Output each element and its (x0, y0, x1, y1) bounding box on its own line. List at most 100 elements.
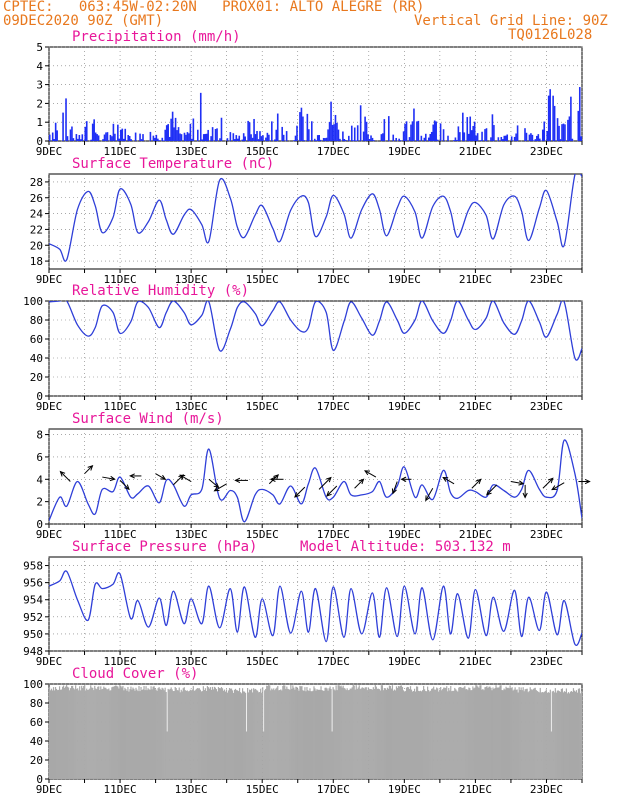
cloud-ytick-label: 100 (23, 678, 43, 691)
cloud-bar (493, 688, 495, 779)
cloud-bar (248, 692, 250, 779)
cloud-bar (301, 686, 303, 779)
cloud-bar (403, 691, 406, 779)
precip-bar (273, 139, 276, 141)
wind-xtick-label: 15DEC (246, 528, 279, 541)
cloud-bar (215, 689, 218, 779)
cloud-bar (306, 687, 308, 779)
precip-bar (411, 121, 414, 141)
cloud-bar (420, 691, 423, 779)
cloud-xtick-label: 19DEC (388, 783, 421, 796)
precip-bar (370, 135, 372, 141)
cloud-bar (374, 685, 376, 779)
cloud-bar (67, 686, 69, 779)
temperature-title: Surface Temperature (nC) (72, 156, 274, 172)
cloud-bar (83, 686, 85, 779)
cloud-bar (404, 691, 407, 779)
cloud-bar (441, 690, 443, 779)
cloud-bar (131, 689, 133, 779)
cloud-bar (415, 686, 418, 779)
precip-bar (205, 133, 208, 141)
pressure-xtick-label: 15DEC (246, 655, 279, 668)
cloud-bar (491, 690, 493, 779)
cloud-bar (89, 688, 91, 779)
humidity-xtick-label: 17DEC (317, 400, 350, 413)
precip-bar (202, 134, 205, 141)
precip-bar (318, 135, 321, 141)
cloud-bar (381, 685, 383, 779)
precip-bar (158, 140, 161, 141)
cloud-bar (126, 690, 128, 779)
cloud-bar (540, 692, 542, 779)
cloud-bar (548, 692, 550, 779)
wind-frame (48, 428, 583, 525)
precip-bar (168, 136, 171, 141)
cloud-bar (150, 686, 152, 779)
humidity-frame (48, 300, 583, 397)
precip-bar (325, 137, 328, 141)
cloud-bar (179, 692, 181, 779)
cloud-bar (375, 686, 377, 779)
precip-bar (530, 133, 532, 141)
precip-bar (130, 139, 132, 141)
wind-vector-head (269, 476, 276, 482)
cloud-bar (48, 686, 51, 779)
cloud-bar (234, 688, 237, 779)
precip-bar (558, 125, 560, 141)
wind-vector (84, 465, 93, 475)
wind-vector-head (326, 476, 332, 483)
cloud-bar (554, 688, 556, 779)
precip-bar (93, 119, 95, 141)
cloud-bar (397, 686, 400, 779)
precip-bar (210, 136, 212, 141)
cloud-xtick-label: 23DEC (530, 783, 563, 796)
precip-xtick-label: 11DEC (104, 145, 137, 158)
cloud-bar (385, 689, 387, 779)
cloud-bar (360, 688, 362, 779)
precip-bar (180, 134, 183, 141)
cloud-bar (217, 687, 220, 779)
cloud-bar (317, 689, 319, 779)
cloud-bar (320, 686, 322, 779)
cloud-bar (239, 692, 242, 779)
wind-vector-head (59, 470, 66, 477)
cloud-bar (235, 690, 238, 779)
precip-bar (78, 134, 81, 141)
cloud-bar (155, 689, 157, 779)
humidity-xtick-label: 23DEC (530, 400, 563, 413)
cloud-bar (525, 688, 527, 779)
precip-bar (362, 131, 365, 141)
cloud-bar (264, 690, 266, 779)
cloud-bar (411, 691, 414, 779)
cloud-bar (331, 731, 333, 779)
cloud-bar (220, 687, 223, 779)
precip-bar (220, 117, 223, 141)
cloud-bar (325, 687, 327, 779)
cloud-bar (477, 686, 479, 779)
cloud-bar (245, 692, 247, 779)
cloud-bar (268, 684, 270, 779)
cloud-bar (429, 691, 431, 779)
cloud-bar (142, 689, 144, 779)
precip-bar (177, 127, 180, 141)
cloud-bar (280, 689, 282, 779)
cloud-bar (457, 691, 459, 779)
cloud-bar (330, 688, 332, 779)
wind-vector (510, 481, 524, 485)
precip-bar (192, 118, 195, 141)
cloud-bar (337, 685, 339, 779)
cloud-bar (319, 689, 321, 779)
precip-bar (570, 96, 572, 141)
precip-bar (260, 136, 263, 141)
cloud-bar (289, 689, 291, 779)
cloud-bar (481, 689, 483, 779)
pressure-ytick-label: 952 (23, 611, 43, 624)
cloud-bar (100, 686, 102, 779)
precip-bar (578, 87, 581, 141)
cloud-bar (287, 688, 289, 779)
cloud-bar (96, 689, 98, 779)
precip-bar (167, 124, 169, 141)
cloud-bar (342, 685, 344, 779)
precip-bar (336, 122, 338, 141)
precip-bar (541, 129, 544, 141)
